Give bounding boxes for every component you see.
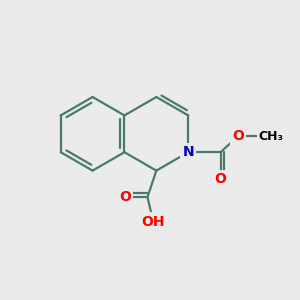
Text: N: N bbox=[182, 145, 194, 159]
Text: CH₃: CH₃ bbox=[259, 130, 284, 142]
Text: O: O bbox=[232, 129, 244, 143]
Text: OH: OH bbox=[142, 215, 165, 229]
Text: O: O bbox=[215, 172, 226, 186]
Text: O: O bbox=[119, 190, 131, 204]
